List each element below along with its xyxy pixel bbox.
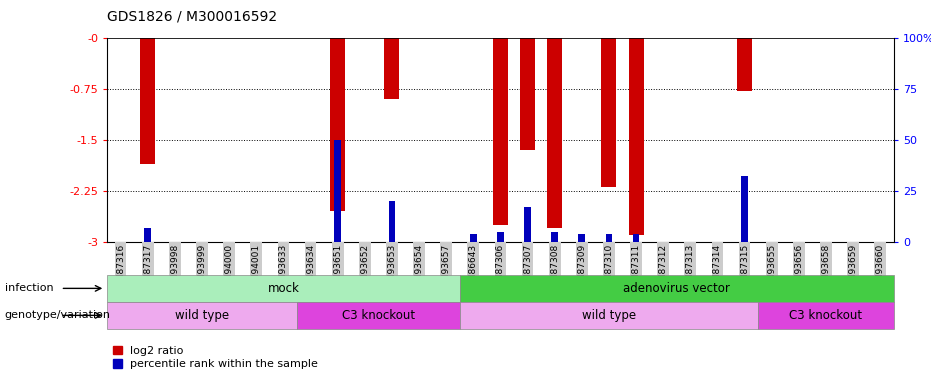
Text: C3 knockout: C3 knockout [342, 309, 415, 322]
Bar [524, 207, 531, 242]
Text: GSM93660: GSM93660 [876, 243, 884, 293]
Text: GSM94001: GSM94001 [251, 243, 261, 292]
Bar [492, 38, 508, 225]
Bar [633, 234, 640, 242]
Bar [628, 38, 643, 235]
Bar [107, 302, 297, 329]
Text: GSM87308: GSM87308 [550, 243, 560, 293]
Text: GSM93658: GSM93658 [821, 243, 830, 293]
Text: GSM93654: GSM93654 [414, 243, 424, 292]
Bar [460, 275, 894, 302]
Bar [297, 302, 460, 329]
Text: GSM93651: GSM93651 [333, 243, 343, 293]
Bar [547, 38, 562, 228]
Text: GSM87307: GSM87307 [523, 243, 532, 293]
Text: GSM87309: GSM87309 [577, 243, 587, 293]
Text: GDS1826 / M300016592: GDS1826 / M300016592 [107, 9, 277, 23]
Text: GSM93652: GSM93652 [360, 243, 370, 292]
Text: GSM93653: GSM93653 [387, 243, 397, 293]
Bar [107, 275, 460, 302]
Bar [144, 228, 151, 242]
Text: GSM93655: GSM93655 [767, 243, 776, 293]
Bar [578, 234, 586, 242]
Text: genotype/variation: genotype/variation [5, 310, 111, 320]
Text: mock: mock [267, 282, 300, 295]
Text: GSM93656: GSM93656 [794, 243, 803, 293]
Text: GSM93999: GSM93999 [197, 243, 207, 293]
Text: GSM93633: GSM93633 [279, 243, 288, 293]
Bar [497, 232, 504, 242]
Text: GSM87315: GSM87315 [740, 243, 749, 293]
Text: wild type: wild type [175, 309, 229, 322]
Bar [737, 38, 752, 91]
Bar [460, 302, 758, 329]
Text: GSM87316: GSM87316 [116, 243, 125, 293]
Bar [331, 38, 345, 211]
Text: GSM86643: GSM86643 [469, 243, 478, 292]
Bar [758, 302, 894, 329]
Bar [520, 38, 535, 150]
Text: GSM87313: GSM87313 [686, 243, 695, 293]
Bar [385, 38, 399, 99]
Text: GSM93998: GSM93998 [170, 243, 180, 293]
Text: GSM87312: GSM87312 [658, 243, 668, 292]
Text: infection: infection [5, 284, 53, 293]
Bar [334, 140, 341, 242]
Bar [741, 177, 748, 242]
Text: wild type: wild type [582, 309, 636, 322]
Text: GSM93659: GSM93659 [848, 243, 857, 293]
Text: GSM87317: GSM87317 [143, 243, 153, 293]
Text: C3 knockout: C3 knockout [789, 309, 862, 322]
Bar [551, 232, 558, 242]
Text: GSM93657: GSM93657 [441, 243, 451, 293]
Text: GSM87310: GSM87310 [604, 243, 614, 293]
Bar [388, 201, 396, 242]
Text: GSM87311: GSM87311 [631, 243, 641, 293]
Bar [141, 38, 155, 164]
Text: GSM94000: GSM94000 [224, 243, 234, 292]
Text: GSM87306: GSM87306 [496, 243, 505, 293]
Text: GSM87314: GSM87314 [713, 243, 722, 292]
Text: GSM93634: GSM93634 [306, 243, 315, 292]
Text: adenovirus vector: adenovirus vector [623, 282, 730, 295]
Legend: log2 ratio, percentile rank within the sample: log2 ratio, percentile rank within the s… [113, 346, 318, 369]
Bar [601, 38, 616, 188]
Bar [470, 234, 477, 242]
Bar [605, 234, 613, 242]
